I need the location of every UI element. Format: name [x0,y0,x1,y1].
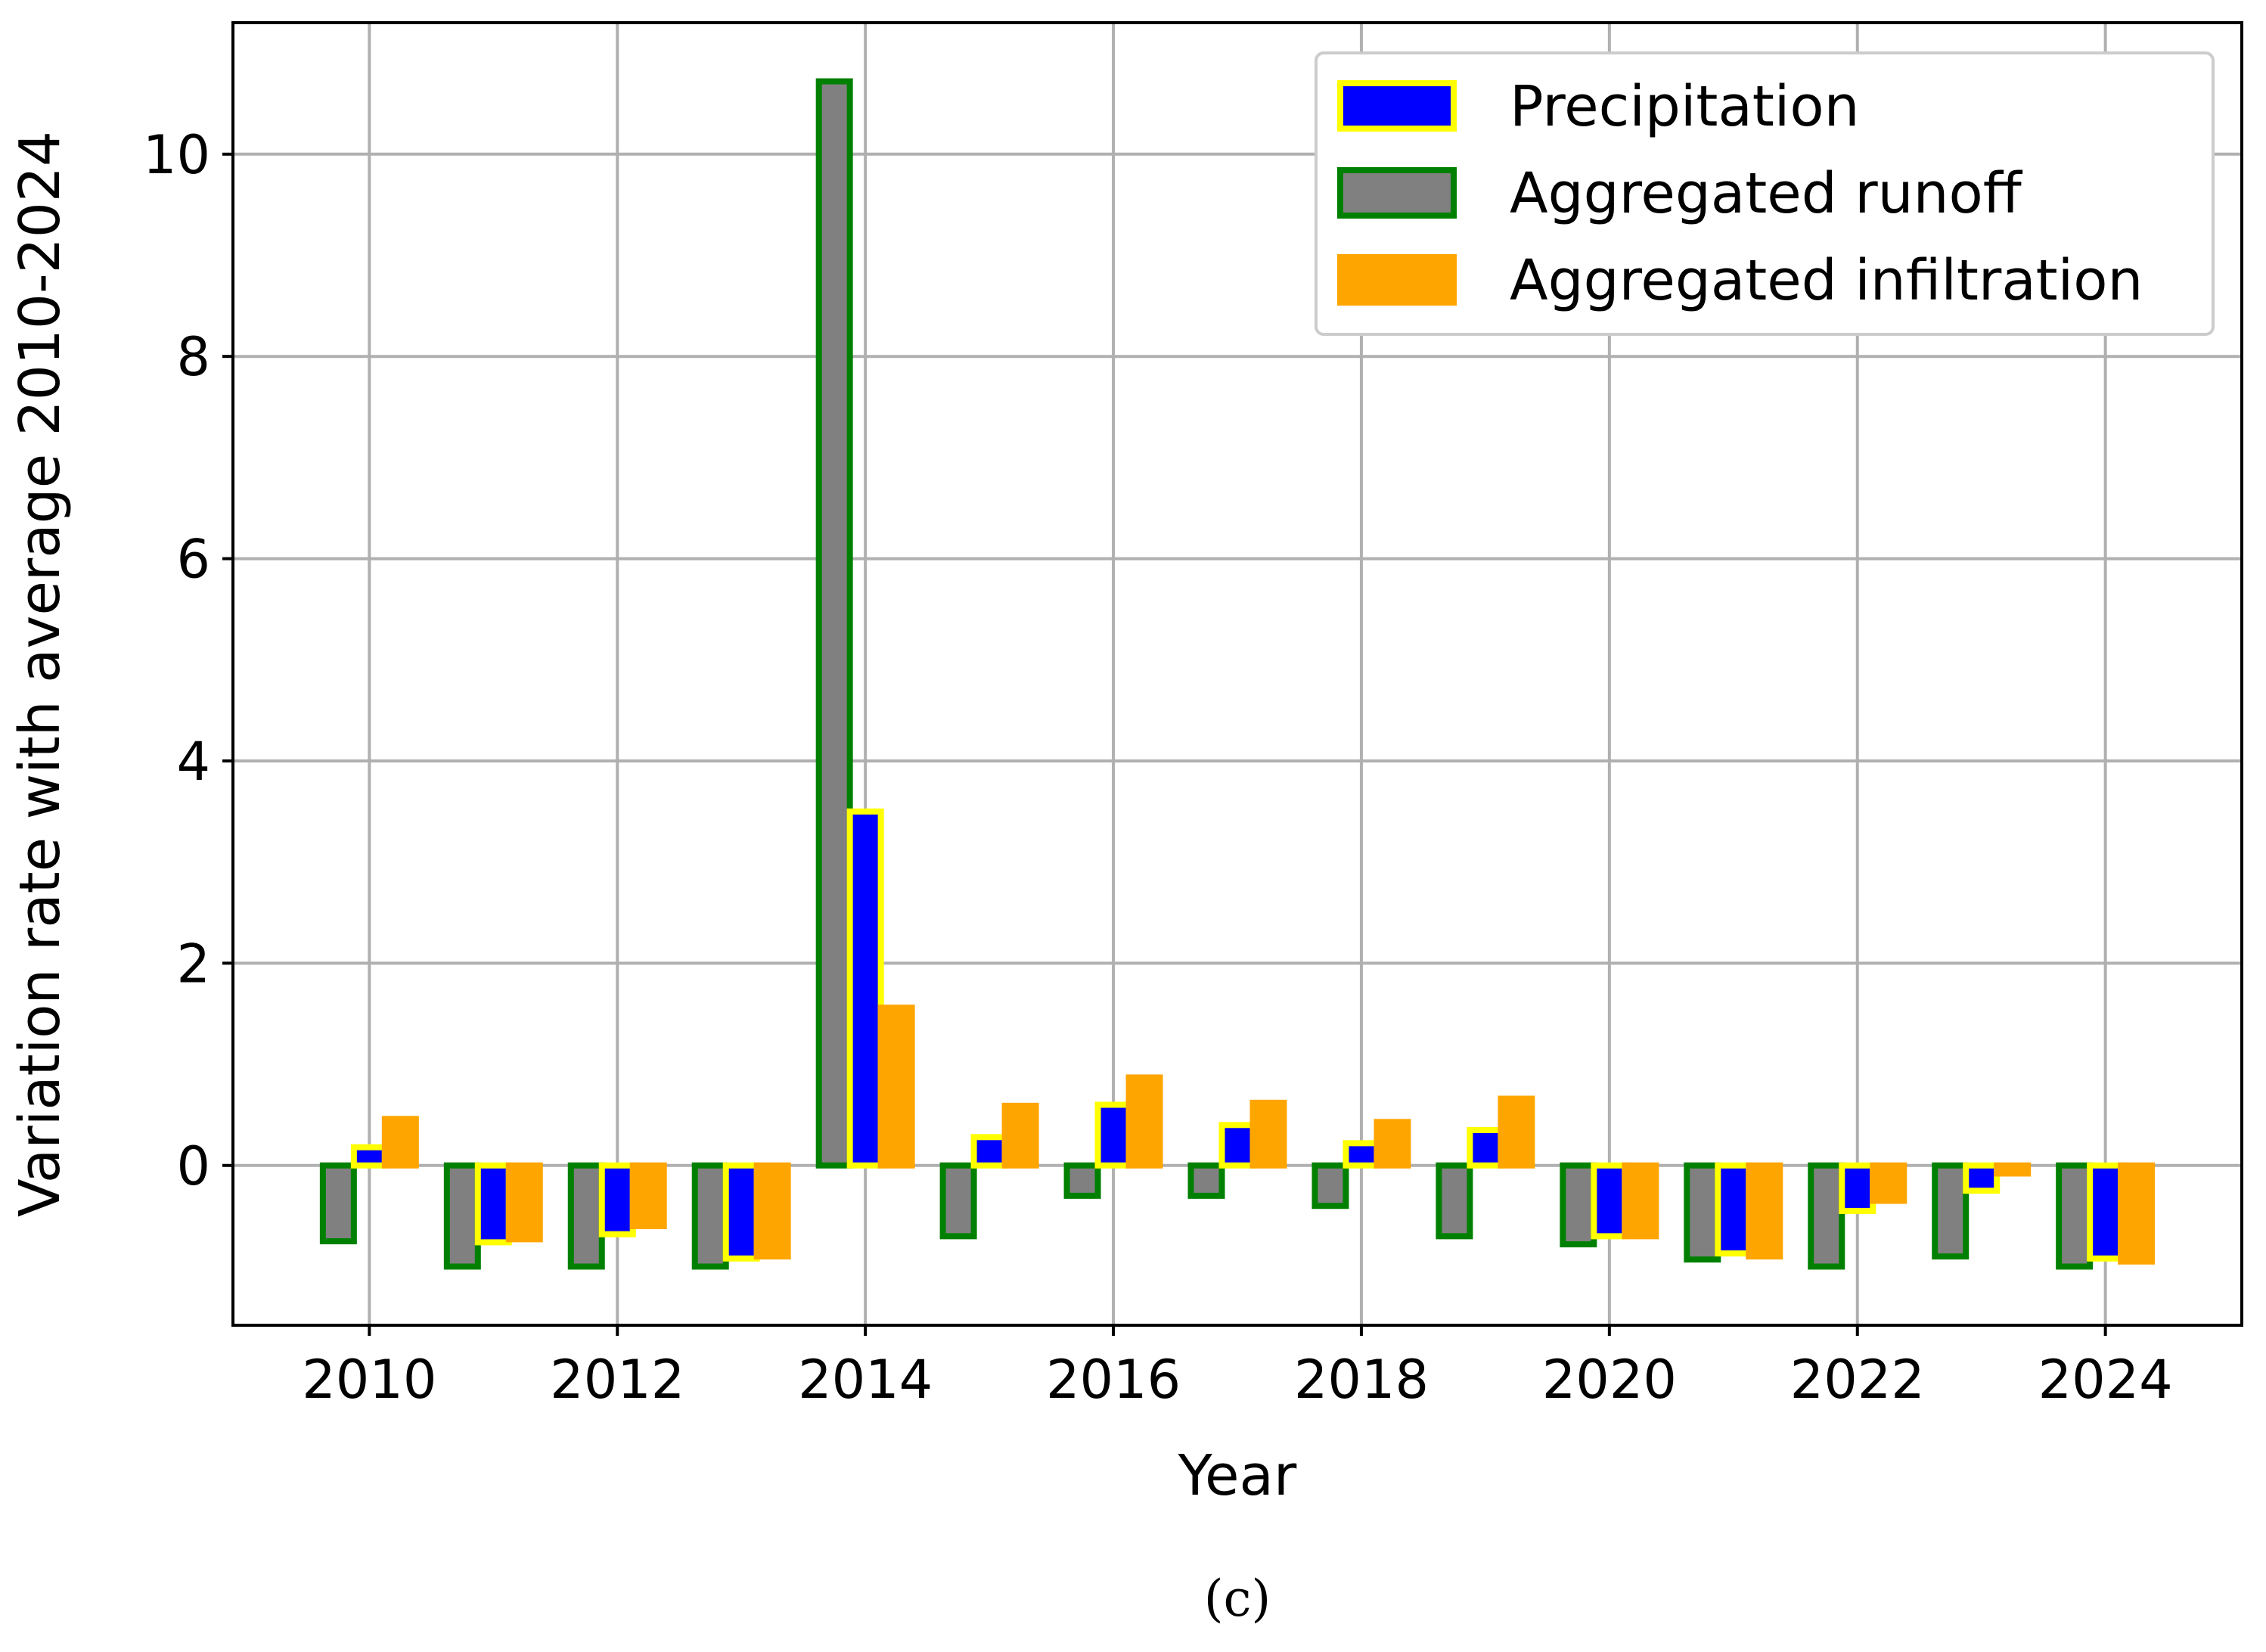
legend-label-aggregated-runoff: Aggregated runoff [1510,161,2023,226]
bar-precipitation-2020 [1591,1162,1628,1240]
bars [319,78,2156,1270]
x-tick-label: 2010 [302,1349,436,1411]
legend-label-aggregated-infiltration: Aggregated infiltration [1510,248,2143,313]
bar-precipitation-2018 [1343,1140,1380,1169]
bar-precipitation-2011 [474,1162,512,1246]
bar-aggregated-runoff-2022 [1808,1162,1845,1270]
bar-aggregated-infiltration-2011 [505,1162,543,1243]
bar-aggregated-runoff-2013 [691,1162,729,1270]
bar-precipitation-2024 [2087,1162,2125,1262]
y-tick-label: 10 [143,124,210,186]
legend: Precipitation Aggregated runoff Aggregated… [1315,51,2215,336]
bar-aggregated-runoff-2018 [1311,1162,1349,1210]
bar-aggregated-infiltration-2018 [1374,1119,1411,1169]
bar-aggregated-infiltration-2019 [1498,1095,1535,1169]
bar-aggregated-runoff-2020 [1560,1162,1597,1248]
bar-precipitation-2023 [1963,1162,2001,1194]
bar-aggregated-infiltration-2010 [381,1116,419,1169]
bar-aggregated-runoff-2011 [443,1162,481,1270]
y-tick-label: 2 [176,933,210,995]
x-tick-label: 2012 [550,1349,684,1411]
bar-aggregated-infiltration-2023 [1994,1162,2032,1177]
bar-aggregated-runoff-2021 [1684,1162,1721,1263]
y-tick-label: 0 [176,1135,210,1197]
bar-aggregated-runoff-2023 [1932,1162,1970,1260]
bar-aggregated-infiltration-2021 [1746,1162,1783,1260]
bar-aggregated-runoff-2012 [567,1162,605,1270]
ticks: 2010 2012 2014 2016 2018 2020 2022 2024 0 2 4 6 8 10 [143,124,2173,1411]
legend-swatch-aggregated-runoff [1337,167,1457,219]
legend-swatch-precipitation [1337,80,1457,132]
bar-aggregated-infiltration-2016 [1125,1074,1163,1169]
bar-aggregated-infiltration-2015 [1001,1102,1039,1169]
bar-aggregated-infiltration-2014 [877,1005,915,1169]
bar-precipitation-2021 [1715,1162,1752,1257]
bar-precipitation-2013 [722,1162,760,1262]
x-tick-label: 2024 [2038,1349,2173,1411]
x-tick-label: 2016 [1046,1349,1181,1411]
bar-aggregated-runoff-2010 [319,1162,357,1245]
bar-aggregated-infiltration-2017 [1249,1099,1287,1169]
y-tick-label: 8 [176,326,210,388]
bar-aggregated-infiltration-2020 [1622,1162,1659,1240]
bar-aggregated-infiltration-2022 [1870,1162,1907,1204]
bar-precipitation-2015 [970,1134,1008,1169]
x-tick-label: 2022 [1790,1349,1925,1411]
bar-aggregated-runoff-2016 [1063,1162,1101,1199]
bar-precipitation-2019 [1467,1126,1504,1169]
x-tick-label: 2018 [1294,1349,1429,1411]
bar-aggregated-runoff-2024 [2056,1162,2094,1270]
plot-frame [231,21,2243,1327]
bar-aggregated-runoff-2017 [1187,1162,1225,1199]
bar-precipitation-2022 [1839,1162,1876,1214]
bar-precipitation-2016 [1094,1101,1132,1169]
bar-aggregated-infiltration-2024 [2118,1162,2156,1265]
bar-aggregated-infiltration-2012 [629,1162,667,1229]
x-axis-label: Year [1178,1443,1297,1508]
legend-swatch-aggregated-infiltration [1337,254,1457,306]
x-tick-label: 2014 [798,1349,933,1411]
legend-label-precipitation: Precipitation [1510,74,1860,139]
bar-aggregated-infiltration-2013 [753,1162,791,1260]
bar-aggregated-runoff-2014 [815,78,853,1169]
bar-precipitation-2010 [350,1144,388,1169]
bar-precipitation-2014 [846,808,884,1169]
y-axis-label: Variation rate with average 2010-2024 [8,131,73,1217]
bar-aggregated-runoff-2015 [939,1162,977,1240]
bar-precipitation-2017 [1218,1122,1256,1169]
figure-caption: (c) [1204,1570,1271,1628]
bar-aggregated-runoff-2019 [1436,1162,1473,1240]
y-tick-label: 4 [176,731,210,793]
legend-box [1315,51,2215,336]
y-tick-label: 6 [176,529,210,591]
bar-precipitation-2012 [598,1162,636,1237]
x-tick-label: 2020 [1542,1349,1677,1411]
